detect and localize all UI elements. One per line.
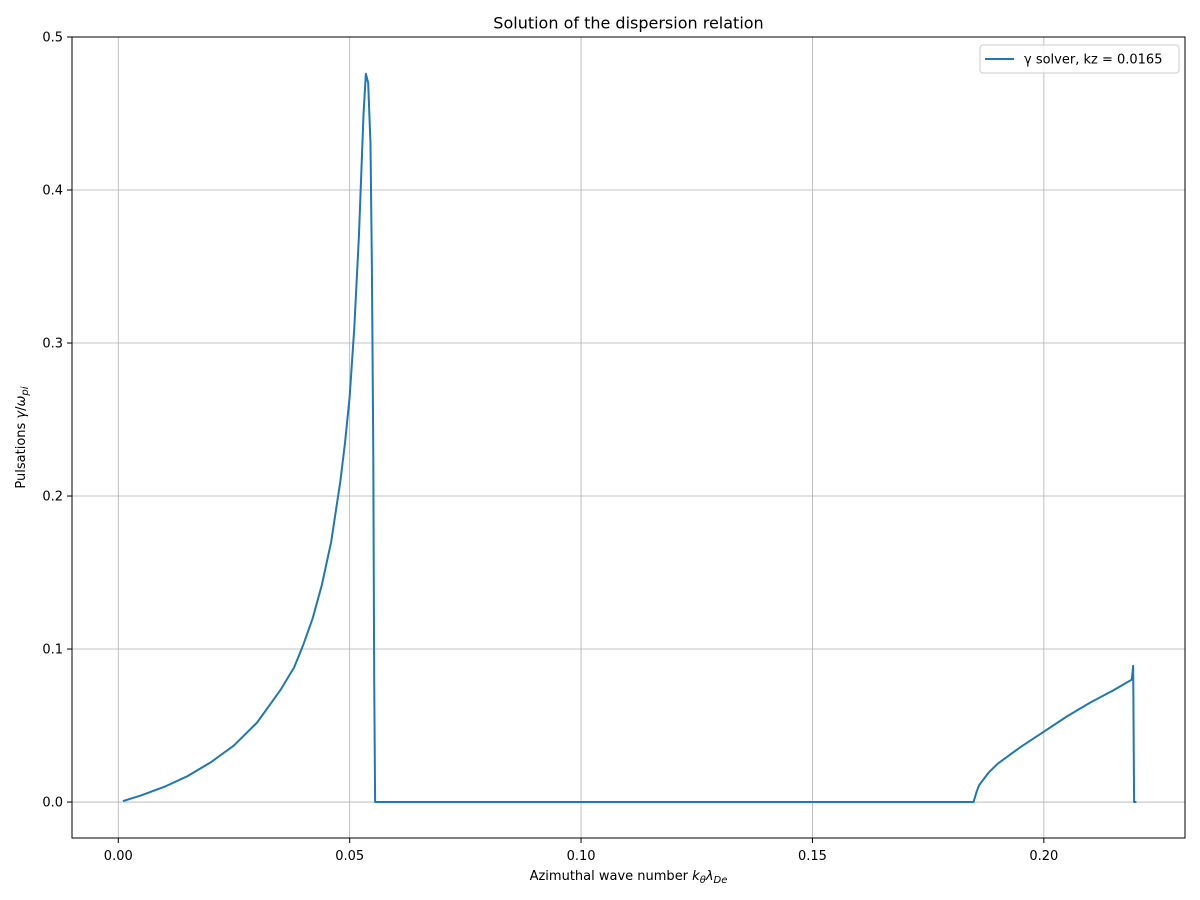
x-tick-label: 0.15 [798, 849, 827, 864]
ticks: 0.00 0.05 0.10 0.15 0.20 0.0 0.1 0.2 0.3 0.4 0.5 [42, 31, 1058, 865]
series-line-gamma-solver [122, 72, 1137, 804]
y-tick-label: 0.3 [42, 337, 63, 352]
series-layer [122, 72, 1137, 804]
legend: γ solver, kz = 0.0165 [979, 44, 1180, 74]
y-tick-label: 0.1 [42, 643, 63, 658]
x-tick-label: 0.05 [335, 849, 364, 864]
y-tick-label: 0.2 [42, 490, 63, 505]
x-axis-label: Azimuthal wave number kθλDe [530, 869, 728, 886]
y-tick-label: 0.5 [42, 31, 63, 46]
grid-lines [72, 36, 1185, 838]
legend-entry-label: γ solver, kz = 0.0165 [1024, 53, 1162, 68]
y-tick-label: 0.4 [42, 184, 63, 199]
axes-frame [71, 36, 1186, 839]
legend-box [979, 44, 1180, 74]
x-tick-label: 0.20 [1029, 849, 1058, 864]
x-tick-label: 0.10 [567, 849, 596, 864]
y-axis-label: Pulsations γ/ωpi [14, 386, 31, 488]
x-tick-label: 0.00 [104, 849, 133, 864]
chart-title: Solution of the dispersion relation [493, 14, 763, 33]
y-tick-label: 0.0 [42, 796, 63, 811]
